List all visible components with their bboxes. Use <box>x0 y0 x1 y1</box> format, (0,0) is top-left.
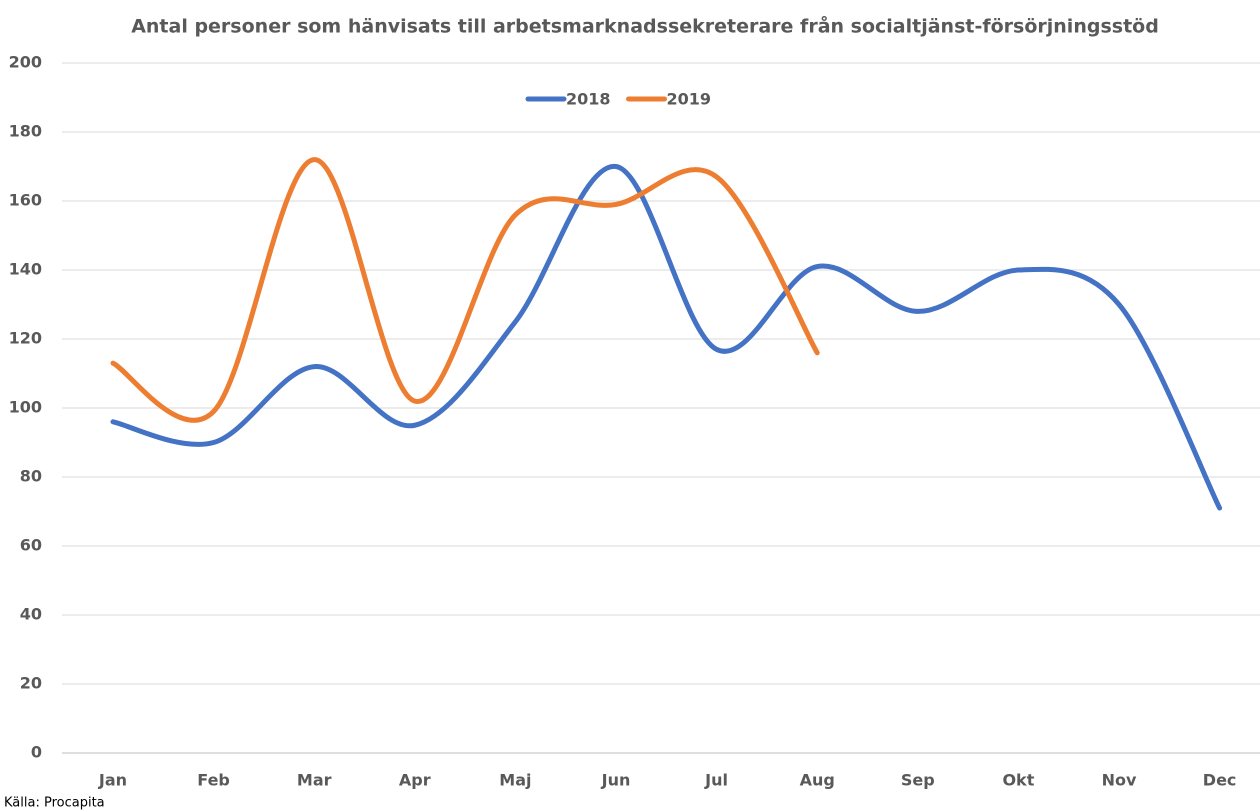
y-tick-label: 60 <box>20 536 42 555</box>
y-tick-label: 160 <box>9 191 42 210</box>
source-note: Källa: Procapita <box>4 796 105 811</box>
chart-title: Antal personer som hänvisats till arbets… <box>131 14 1159 38</box>
y-tick-label: 40 <box>20 605 42 624</box>
y-tick-label: 120 <box>9 329 42 348</box>
line-series <box>110 163 1223 511</box>
x-tick-label: Dec <box>1203 771 1237 790</box>
x-tick-label: Jul <box>704 771 728 790</box>
y-tick-label: 140 <box>9 260 42 279</box>
x-tick-label: Okt <box>1002 771 1034 790</box>
x-tick-label: Maj <box>499 771 531 790</box>
line-series <box>110 157 820 423</box>
x-tick-label: Sep <box>901 771 935 790</box>
x-tick-label: Mar <box>297 771 332 790</box>
x-tick-label: Apr <box>399 771 431 790</box>
x-tick-label: Aug <box>800 771 835 790</box>
x-tick-label: Jan <box>98 771 127 790</box>
legend-label: 2018 <box>566 90 611 109</box>
y-tick-label: 200 <box>9 53 42 72</box>
y-tick-label: 80 <box>20 467 42 486</box>
x-tick-label: Nov <box>1102 771 1137 790</box>
x-tick-label: Jun <box>601 771 631 790</box>
legend-label: 2019 <box>667 90 712 109</box>
y-tick-label: 100 <box>9 398 42 417</box>
y-tick-label: 20 <box>20 674 42 693</box>
y-tick-label: 0 <box>31 743 42 762</box>
x-tick-label: Feb <box>197 771 230 790</box>
y-tick-label: 180 <box>9 122 42 141</box>
